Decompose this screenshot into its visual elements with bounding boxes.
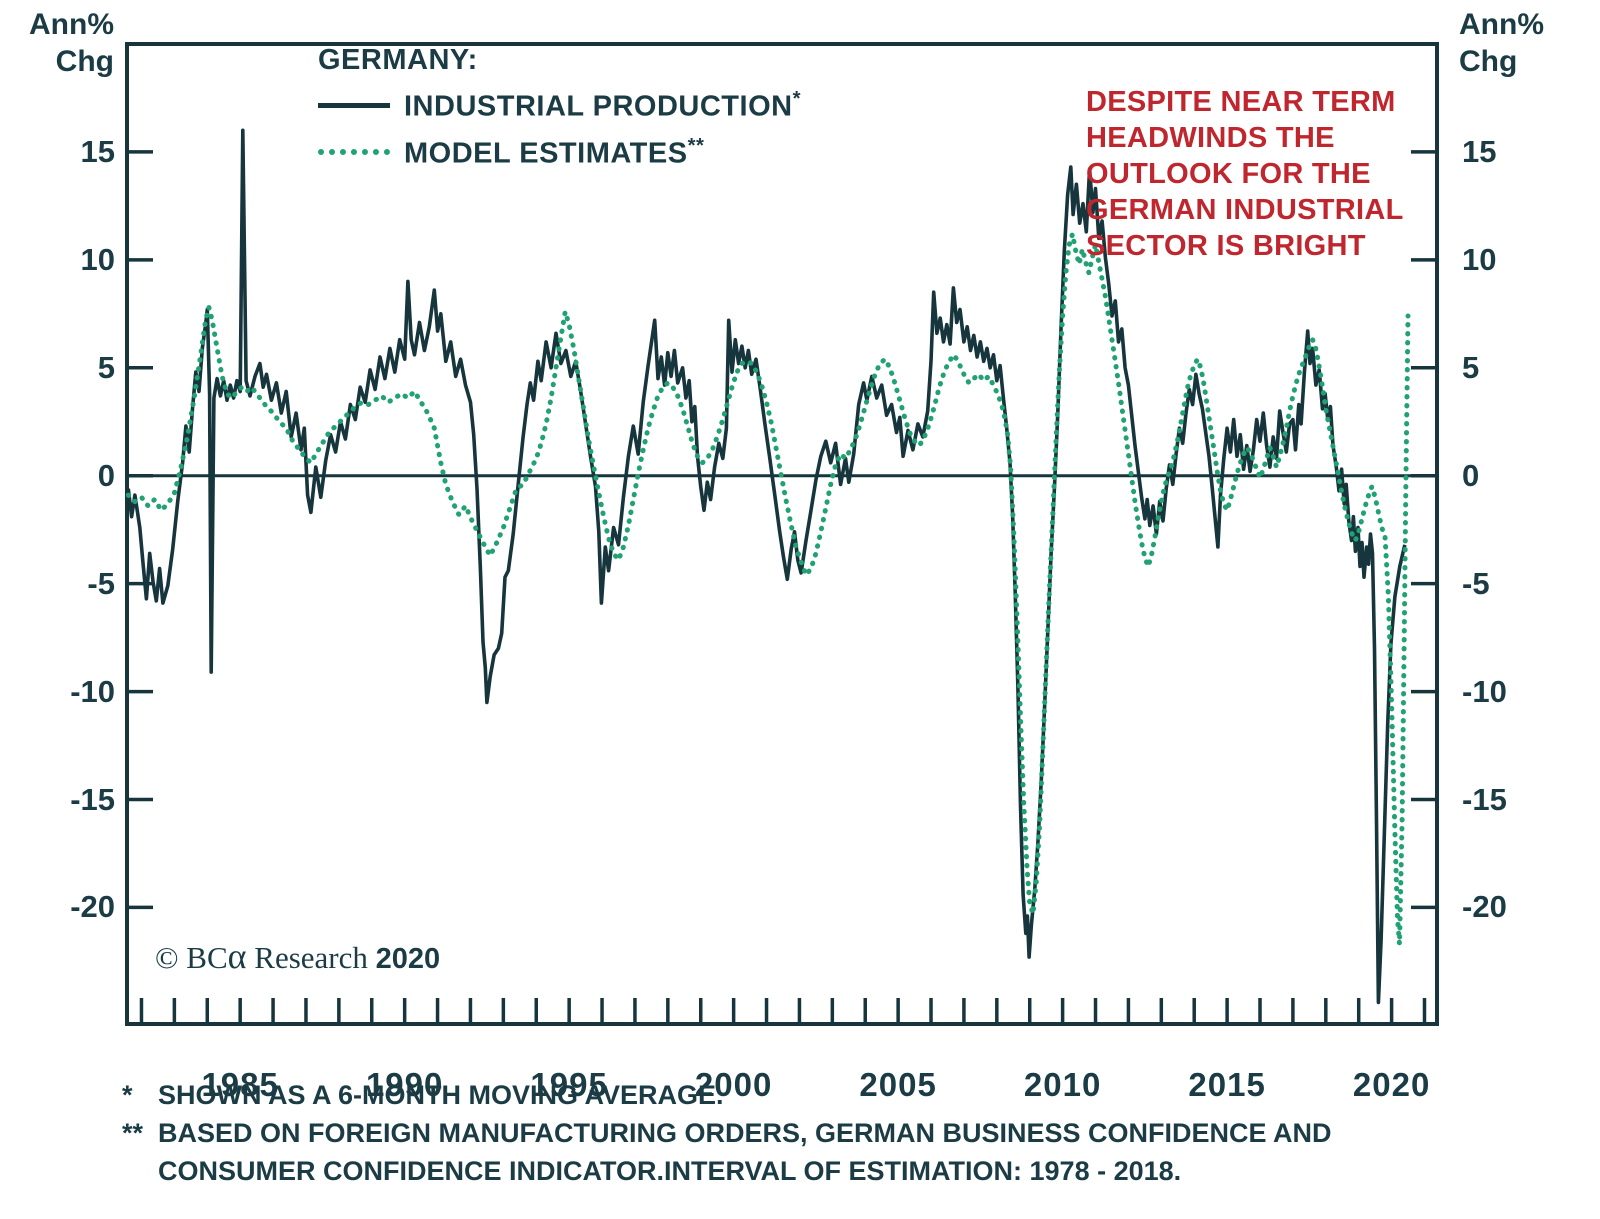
footnote-text: BASED ON FOREIGN MANUFACTURING ORDERS, G… (158, 1118, 1332, 1186)
legend: GERMANY: INDUSTRIAL PRODUCTION* MODEL ES… (318, 44, 801, 170)
y-axis-label-left: 0 (97, 457, 115, 493)
footnote-marker: ** (122, 1118, 144, 1148)
x-axis-label: 1995 (530, 1066, 608, 1103)
copyright-year: 2020 (375, 943, 441, 975)
y-axis-label-left: -15 (70, 781, 115, 817)
x-axis-label: 2005 (859, 1066, 937, 1103)
y-axis-label-left: -5 (87, 565, 115, 601)
y-axis-unit-line1: Ann% (29, 8, 114, 41)
footnote-marker: * (792, 88, 801, 110)
y-axis-unit-right: Ann% Chg (1459, 6, 1569, 80)
y-axis-label-right: 5 (1462, 349, 1480, 385)
legend-label: INDUSTRIAL PRODUCTION* (404, 88, 801, 124)
y-axis-label-left: -20 (70, 889, 115, 925)
annotation-line: GERMAN INDUSTRIAL (1086, 194, 1404, 226)
solid-line-sample-icon (318, 103, 390, 109)
bca-alpha-logo: α (227, 936, 247, 976)
y-axis-label-right: -15 (1462, 781, 1507, 817)
legend-title: GERMANY: (318, 44, 478, 76)
copyright: © BCα Research 2020 (155, 938, 441, 976)
x-axis-label: 1985 (201, 1066, 279, 1103)
legend-series-name: INDUSTRIAL PRODUCTION (404, 90, 793, 123)
annotation-line: HEADWINDS THE (1086, 122, 1335, 154)
y-axis-label-left: 5 (97, 349, 115, 385)
footnote-marker: ** (687, 134, 705, 157)
y-axis-label-right: 0 (1462, 457, 1480, 493)
y-axis-label-right: 10 (1462, 241, 1497, 277)
legend-item-model-estimates: MODEL ESTIMATES** (318, 135, 801, 171)
y-axis-unit-line2: Chg (1459, 45, 1518, 78)
plot-frame (125, 42, 1439, 1026)
y-axis-unit-line2: Chg (55, 45, 114, 78)
copyright-text: © BC (155, 940, 228, 975)
copyright-text: Research (246, 940, 376, 975)
x-axis-label: 2000 (694, 1066, 773, 1103)
y-axis-label-right: 15 (1462, 133, 1497, 169)
x-axis-label: 2010 (1023, 1066, 1102, 1103)
x-axis-label: 2020 (1352, 1066, 1431, 1103)
footnotes: * SHOWN AS A 6-MONTH MOVING AVERAGE. ** … (122, 1076, 1487, 1190)
y-axis-label-right: -10 (1462, 673, 1507, 709)
y-axis-unit-left: Ann% Chg (14, 6, 114, 80)
footnote-2: ** BASED ON FOREIGN MANUFACTURING ORDERS… (122, 1114, 1487, 1190)
legend-item-industrial-production: INDUSTRIAL PRODUCTION* (318, 88, 801, 124)
annotation-line: OUTLOOK FOR THE (1086, 158, 1371, 190)
footnote-1: * SHOWN AS A 6-MONTH MOVING AVERAGE. (122, 1076, 1487, 1114)
annotation-line: SECTOR IS BRIGHT (1086, 230, 1366, 262)
annotation-line: DESPITE NEAR TERM (1086, 86, 1396, 118)
legend-series-name: MODEL ESTIMATES (404, 137, 688, 170)
footnote-text: SHOWN AS A 6-MONTH MOVING AVERAGE. (158, 1080, 724, 1110)
dotted-line-sample-icon (318, 149, 390, 156)
y-axis-label-right: -20 (1462, 889, 1507, 925)
annotation: DESPITE NEAR TERM HEADWINDS THE OUTLOOK … (1086, 84, 1446, 264)
footnote-marker: * (122, 1080, 133, 1110)
x-axis-label: 2015 (1188, 1066, 1266, 1103)
y-axis-label-left: -10 (70, 673, 115, 709)
x-axis-label: 1990 (365, 1066, 444, 1103)
industrial-production-line (126, 128, 1407, 1005)
y-axis-unit-line1: Ann% (1459, 8, 1544, 41)
model-estimates-line (125, 231, 1411, 947)
y-axis-label-left: 15 (80, 133, 115, 169)
y-axis-label-right: -5 (1462, 565, 1490, 601)
y-axis-label-left: 10 (80, 241, 115, 277)
legend-label: MODEL ESTIMATES** (404, 135, 704, 171)
